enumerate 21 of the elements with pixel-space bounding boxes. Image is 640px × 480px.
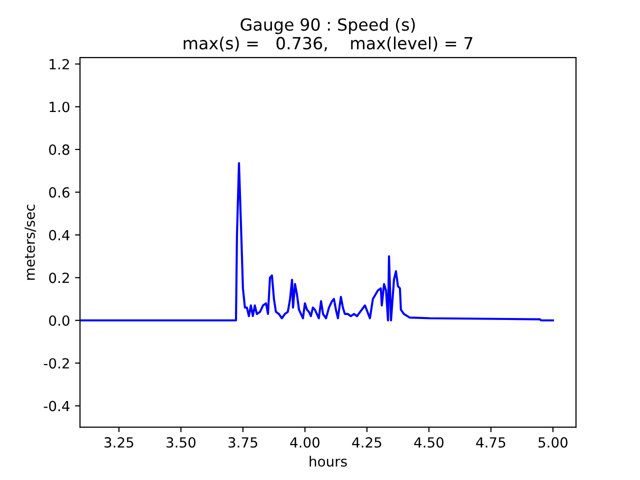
x-tick-label: 4.25: [352, 437, 382, 448]
x-tick-label: 3.75: [228, 437, 258, 448]
x-tick-label: 4.75: [476, 437, 506, 448]
y-tick-label: -0.2: [44, 358, 69, 369]
y-tick-label: 0.2: [49, 272, 69, 284]
y-tick-label: 1.0: [50, 102, 70, 112]
y-tick-label: 0.4: [49, 230, 70, 240]
x-tick-label: 5.00: [538, 437, 568, 448]
x-tick-label: 3.50: [166, 437, 196, 448]
x-tick-label: 3.25: [104, 437, 134, 448]
y-tick-label: 0.6: [49, 187, 70, 198]
line-series: [80, 162, 554, 322]
x-tick-label: 4.50: [414, 437, 444, 448]
chart-title: Gauge 90 : Speed (s) max(s) = 0.736, max(level) = 7: [184, 18, 472, 52]
y-tick-label: 0.8: [49, 144, 70, 155]
x-axis-title: hours: [310, 456, 347, 467]
x-tick-label: 4.00: [290, 437, 320, 448]
y-tick-label: 0.0: [49, 315, 70, 326]
y-tick-label: 1.2: [50, 58, 69, 70]
y-tick-label: -0.4: [44, 400, 70, 412]
y-axis-title: meters/sec: [24, 204, 36, 280]
